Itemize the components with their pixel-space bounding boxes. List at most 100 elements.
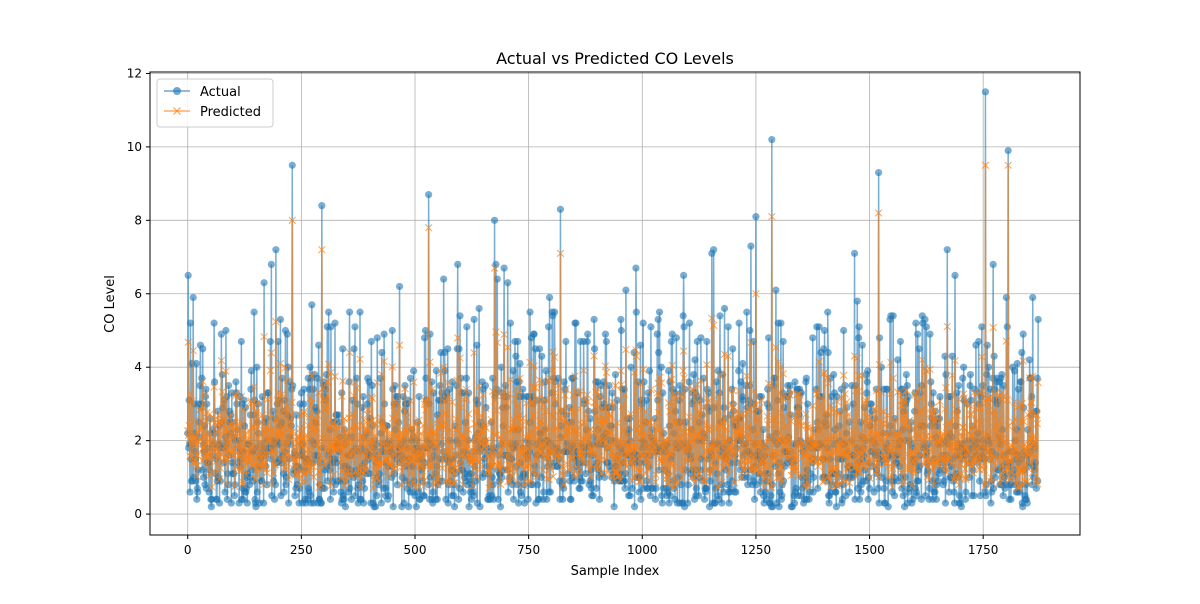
predicted-point — [1001, 455, 1010, 464]
actual-point — [371, 503, 380, 511]
predicted-point — [559, 481, 568, 489]
predicted-point — [965, 454, 973, 463]
predicted-point — [193, 472, 202, 481]
actual-point — [779, 337, 787, 346]
actual-point — [880, 484, 888, 492]
predicted-point — [744, 457, 752, 465]
predicted-point — [545, 475, 553, 484]
predicted-point — [872, 386, 881, 395]
predicted-point — [958, 432, 966, 441]
predicted-point — [398, 481, 406, 489]
predicted-point — [380, 357, 388, 366]
predicted-point — [778, 463, 786, 472]
actual-point — [929, 389, 937, 397]
predicted-point — [347, 471, 356, 480]
predicted-point — [416, 448, 425, 457]
predicted-point — [953, 411, 962, 420]
actual-point — [572, 319, 580, 327]
predicted-point — [288, 428, 297, 436]
predicted-point — [479, 391, 487, 399]
predicted-point — [376, 413, 385, 422]
actual-point — [592, 484, 600, 492]
predicted-point — [561, 391, 569, 399]
predicted-point — [979, 429, 987, 438]
predicted-point — [248, 443, 257, 452]
predicted-point — [439, 363, 448, 371]
predicted-point — [334, 430, 343, 438]
predicted-point — [497, 449, 505, 457]
actual-point — [720, 488, 728, 496]
predicted-point — [820, 368, 829, 377]
predicted-point — [877, 388, 886, 397]
predicted-point — [669, 461, 677, 470]
predicted-point — [513, 402, 522, 410]
predicted-point — [1019, 417, 1028, 426]
predicted-point — [271, 415, 279, 423]
predicted-point — [714, 473, 723, 482]
predicted-point — [554, 381, 562, 389]
predicted-point — [265, 436, 274, 444]
actual-point — [684, 499, 692, 507]
predicted-point — [348, 410, 357, 418]
predicted-point — [930, 407, 939, 415]
actual-point — [444, 345, 452, 353]
actual-point — [526, 308, 534, 316]
predicted-point — [338, 377, 347, 385]
actual-point — [578, 477, 586, 485]
actual-point — [670, 484, 678, 492]
actual-point — [459, 488, 467, 496]
predicted-point — [875, 360, 884, 369]
predicted-point — [956, 454, 964, 462]
predicted-point — [454, 467, 463, 475]
actual-point — [463, 323, 471, 331]
predicted-point — [609, 464, 618, 473]
predicted-point — [238, 480, 247, 489]
actual-point — [324, 477, 332, 485]
predicted-point — [299, 410, 308, 418]
actual-point — [911, 389, 919, 397]
predicted-point — [231, 423, 240, 432]
predicted-point — [662, 436, 670, 445]
predicted-point — [796, 396, 804, 405]
predicted-point — [189, 440, 198, 449]
predicted-point — [501, 406, 510, 415]
predicted-point — [747, 338, 755, 347]
actual-point — [601, 330, 610, 338]
predicted-point — [715, 453, 723, 462]
predicted-point — [373, 378, 382, 387]
predicted-point — [262, 464, 270, 473]
predicted-point — [920, 437, 928, 445]
actual-point — [761, 488, 770, 496]
actual-point — [367, 337, 375, 346]
predicted-point — [847, 434, 856, 443]
predicted-point — [963, 396, 971, 405]
predicted-point — [408, 479, 417, 487]
actual-point — [757, 392, 765, 401]
predicted-point — [279, 424, 287, 432]
predicted-point — [352, 435, 361, 443]
predicted-point — [241, 431, 250, 439]
predicted-point — [185, 421, 193, 430]
x-tick-label: 1000 — [627, 543, 658, 557]
predicted-point — [361, 451, 370, 460]
actual-point — [875, 169, 883, 177]
predicted-point — [371, 432, 379, 440]
predicted-point — [981, 482, 989, 491]
predicted-point — [602, 437, 610, 446]
actual-point — [346, 484, 354, 492]
actual-point — [658, 499, 666, 507]
actual-point — [380, 330, 388, 338]
predicted-point — [692, 454, 700, 463]
predicted-point — [259, 480, 268, 489]
predicted-point — [402, 461, 411, 469]
predicted-point — [926, 365, 934, 374]
predicted-point — [814, 462, 822, 471]
predicted-point — [614, 472, 622, 481]
actual-point — [863, 389, 871, 397]
actual-point — [189, 293, 197, 302]
predicted-point — [433, 474, 442, 483]
predicted-point — [803, 424, 812, 432]
predicted-point — [338, 392, 346, 400]
predicted-point — [907, 435, 915, 444]
predicted-point — [801, 448, 810, 457]
